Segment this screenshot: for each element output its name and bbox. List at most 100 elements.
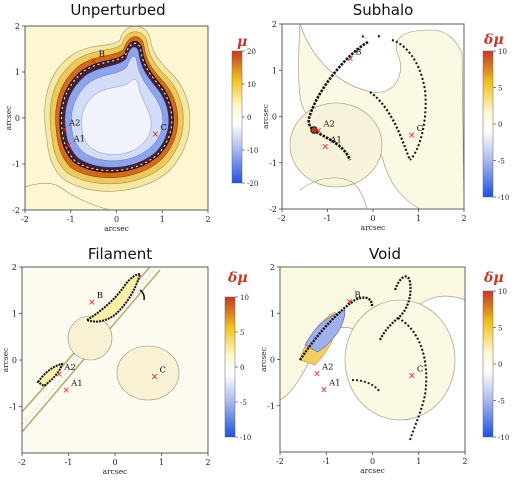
x-tick-label: 2 xyxy=(461,214,466,223)
critical-curve xyxy=(299,296,374,361)
colorbar-tick-label: -5 xyxy=(498,398,505,406)
y-tick-label: 1 xyxy=(12,310,17,319)
colorbar-tick-label: 0 xyxy=(240,364,244,372)
x-tick-label: -1 xyxy=(324,214,332,223)
image-label-a1: A1 xyxy=(72,135,85,145)
plot-unperturbed xyxy=(24,25,209,211)
colorbar-tick-label: -10 xyxy=(240,434,251,442)
y-tick-label: -1 xyxy=(9,403,17,412)
plot-background xyxy=(21,266,209,454)
x-tick-label: -2 xyxy=(278,214,286,223)
image-marker-b: × xyxy=(346,298,354,308)
y-tick-label: -2 xyxy=(269,205,277,214)
contour-bottom-left xyxy=(25,182,111,210)
contour-loop xyxy=(67,315,113,361)
critical-curve xyxy=(369,91,411,161)
critical-curve xyxy=(397,317,428,441)
x-tick-label: 2 xyxy=(462,457,467,466)
x-axis-label: arcsec xyxy=(361,223,386,232)
image-marker-a2: × xyxy=(315,126,323,136)
image-label-c: C xyxy=(417,365,424,375)
colorbar-title: δμ xyxy=(484,32,504,48)
y-axis-label: arcsec xyxy=(4,106,13,131)
y-tick-label: 0 xyxy=(15,114,20,123)
x-tick-label: -2 xyxy=(21,215,29,224)
critical-curve xyxy=(139,289,145,301)
colorbar-tick-label: 10 xyxy=(498,288,507,296)
colorbar-tick-label: -10 xyxy=(498,194,509,202)
image-label-a1: A1 xyxy=(329,136,342,146)
y-tick-label: 1 xyxy=(15,68,20,77)
subhalo-dot xyxy=(310,126,318,134)
contour-line xyxy=(299,177,368,209)
x-tick-label: 2 xyxy=(205,458,210,467)
image-label-a1: A1 xyxy=(328,379,341,389)
y-tick-label: 1 xyxy=(270,309,275,318)
image-label-a2: A2 xyxy=(322,119,335,129)
x-tick-label: 1 xyxy=(160,215,165,224)
image-marker-a1: × xyxy=(62,386,70,396)
colorbar-tick-label: -5 xyxy=(240,399,247,407)
y-tick-label: 1 xyxy=(272,66,277,75)
contour-core xyxy=(81,78,152,155)
y-tick-label: -1 xyxy=(269,159,277,168)
image-marker-a2: × xyxy=(55,370,63,380)
colorbar-tick-label: 0 xyxy=(498,361,502,369)
image-marker-a2: × xyxy=(313,369,321,379)
colorbar-tick-label: 20 xyxy=(247,48,256,56)
x-tick-label: 0 xyxy=(114,215,119,224)
critical-curve xyxy=(36,362,64,388)
x-axis-label: arcsec xyxy=(103,467,128,476)
image-marker-a1: × xyxy=(321,143,329,153)
x-tick-label: 1 xyxy=(159,458,164,467)
x-tick-label: 0 xyxy=(370,457,375,466)
panel-title-unperturbed: Unperturbed xyxy=(70,1,166,19)
y-tick-label: -1 xyxy=(12,160,20,169)
critical-curve xyxy=(60,42,173,172)
colorbar-tick-label: 10 xyxy=(498,48,507,56)
contour-loop xyxy=(116,345,180,401)
colorbar-tick-label: 10 xyxy=(240,294,249,302)
colorbar xyxy=(482,290,494,438)
image-label-b: B xyxy=(99,50,105,60)
image-marker-c: × xyxy=(152,130,160,140)
image-label-b: B xyxy=(355,48,361,58)
contour-loop xyxy=(344,299,456,421)
image-label-c: C xyxy=(417,124,424,134)
critical-curve xyxy=(379,275,412,341)
image-marker-c: × xyxy=(408,372,416,382)
plot-void xyxy=(279,266,466,453)
colorbar-tick-label: 5 xyxy=(498,325,502,333)
y-tick-label: -1 xyxy=(267,402,275,411)
critical-curve xyxy=(84,272,142,323)
y-tick-label: 0 xyxy=(272,113,277,122)
x-tick-label: 1 xyxy=(416,457,421,466)
x-tick-label: 0 xyxy=(370,214,375,223)
colorbar-tick-label: 5 xyxy=(498,85,502,93)
colorbar-tick-label: -10 xyxy=(498,434,509,442)
image-label-a2: A2 xyxy=(63,363,76,373)
contour-cool xyxy=(304,309,346,353)
critical-curve xyxy=(351,379,381,393)
colorbar-tick-label: 0 xyxy=(247,114,251,122)
x-axis-label: arcsec xyxy=(104,224,129,233)
image-marker-c: × xyxy=(151,372,159,382)
y-tick-label: 0 xyxy=(12,356,17,365)
panel-title-filament: Filament xyxy=(87,245,153,263)
image-label-a2: A2 xyxy=(321,362,334,372)
colorbar xyxy=(224,296,236,438)
y-tick-label: 2 xyxy=(12,263,17,272)
colorbar xyxy=(231,50,243,184)
y-tick-label: 0 xyxy=(270,356,275,365)
x-tick-label: -1 xyxy=(322,457,330,466)
colorbar-tick-label: 0 xyxy=(498,121,502,129)
colorbar-tick-label: -10 xyxy=(247,147,258,155)
plot-filament xyxy=(21,266,209,454)
critical-curve xyxy=(307,40,369,161)
panel-title-void: Void xyxy=(369,245,401,263)
x-tick-label: 1 xyxy=(416,214,421,223)
y-tick-label: -2 xyxy=(12,206,20,215)
colorbar-title: δμ xyxy=(228,270,248,286)
y-axis-label: arcsec xyxy=(261,104,270,129)
